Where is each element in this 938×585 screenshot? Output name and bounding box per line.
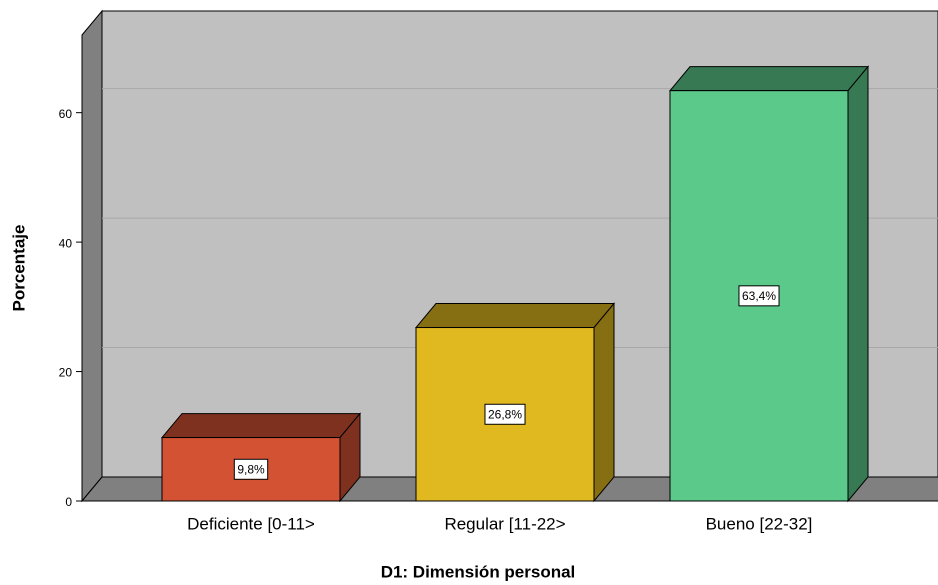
x-tick-label: Deficiente [0-11>: [187, 514, 315, 533]
y-axis-title: Porcentaje: [9, 225, 28, 312]
value-label: 63,4%: [742, 289, 776, 303]
bar-side: [847, 65, 869, 503]
x-tick-label: Bueno [22-32]: [706, 514, 813, 533]
x-tick-label: Regular [11-22>: [444, 514, 565, 533]
left-wall: [81, 9, 103, 503]
bar-top: [668, 66, 870, 92]
value-label-box: [484, 403, 526, 425]
value-label-box: [738, 285, 780, 307]
bar-top: [160, 413, 362, 439]
x-axis-title: D1: Dimensión personal: [381, 562, 576, 581]
bar-top: [414, 303, 616, 329]
value-label-box: [233, 458, 269, 480]
value-label: 26,8%: [488, 407, 522, 421]
value-label: 9,8%: [237, 462, 265, 476]
bar-side: [593, 302, 615, 503]
y-tick-label: 60: [59, 107, 73, 121]
y-tick-label: 0: [65, 495, 72, 509]
y-tick-label: 40: [59, 236, 73, 250]
y-tick-label: 20: [59, 366, 73, 380]
